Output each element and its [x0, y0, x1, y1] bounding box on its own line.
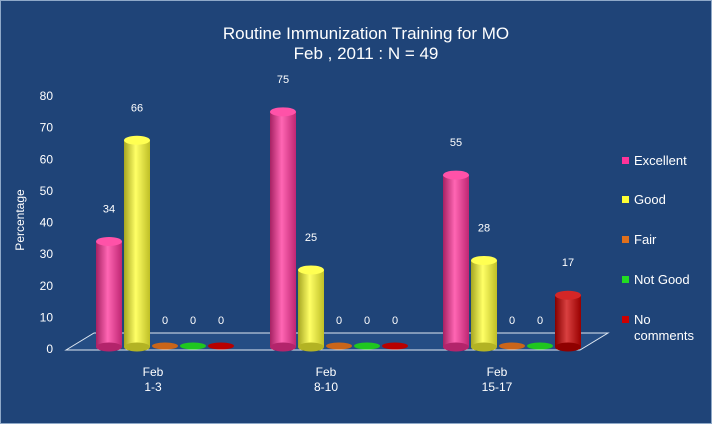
data-label: 34	[103, 203, 115, 215]
data-label: 0	[218, 315, 224, 327]
bar-good-2-base	[298, 342, 324, 352]
y-tick-label: 70	[40, 121, 54, 135]
bar-excellent-3	[443, 175, 469, 347]
bar-good-1	[124, 140, 150, 347]
legend-swatch	[622, 196, 629, 203]
bar-good-2-top	[298, 265, 324, 275]
bars: 34 75 55 66 25 28 0 0 0 0 0 0 0 0 17	[96, 74, 581, 352]
data-label: 28	[478, 222, 490, 234]
bar-excellent-2	[270, 111, 296, 347]
data-label: 0	[336, 315, 342, 327]
y-tick-label: 0	[46, 342, 53, 356]
y-tick-label: 40	[40, 216, 54, 230]
legend-label: Fair	[634, 232, 657, 247]
bar-no-comments-2	[382, 342, 408, 350]
bar-excellent-1-top	[96, 236, 122, 246]
data-label: 0	[162, 315, 168, 327]
bar-not-good-1	[180, 342, 206, 350]
bar-excellent-2-top	[270, 107, 296, 117]
x-tick-label: 8-10	[314, 380, 338, 394]
data-label: 66	[131, 102, 143, 114]
y-tick-label: 10	[40, 310, 54, 324]
x-tick-label: 15-17	[482, 380, 513, 394]
x-tick-label: Feb	[316, 365, 337, 379]
bar-fair-1	[152, 342, 178, 350]
chart-subtitle: Feb , 2011 : N = 49	[294, 44, 439, 63]
data-label: 25	[305, 232, 317, 244]
y-tick-label: 20	[40, 279, 54, 293]
data-label: 55	[450, 137, 462, 149]
x-tick-label: Feb	[487, 365, 508, 379]
x-tick-label: Feb	[143, 365, 164, 379]
y-axis-label: Percentage	[13, 189, 27, 251]
legend-swatch	[622, 157, 629, 164]
legend-label: Not Good	[634, 272, 690, 287]
y-tick-label: 30	[40, 247, 54, 261]
bar-good-3-base	[471, 342, 497, 352]
data-label: 0	[537, 315, 543, 327]
bar-not-good-3	[527, 342, 553, 350]
bar-excellent-3-base	[443, 342, 469, 352]
data-label: 0	[190, 315, 196, 327]
bar-good-2	[298, 269, 324, 347]
bar-good-1-top	[124, 135, 150, 145]
bar-excellent-3-top	[443, 170, 469, 180]
data-label: 0	[364, 315, 370, 327]
legend-swatch	[622, 236, 629, 243]
data-label: 0	[392, 315, 398, 327]
legend-swatch	[622, 316, 629, 323]
bar-excellent-1-base	[96, 342, 122, 352]
bar-fair-3	[499, 342, 525, 350]
bar-good-3	[471, 260, 497, 347]
y-axis-ticks: 0 10 20 30 40 50 60 70 80	[40, 89, 54, 356]
legend-label: comments	[634, 328, 694, 343]
chart-title: Routine Immunization Training for MO	[223, 24, 509, 43]
legend-label: Excellent	[634, 153, 687, 168]
data-label: 75	[277, 74, 289, 86]
legend-label: Good	[634, 192, 666, 207]
bar-no-comments-3-base	[555, 342, 581, 352]
bar-excellent-2-base	[270, 342, 296, 352]
bar-no-comments-1	[208, 342, 234, 350]
y-tick-label: 60	[40, 152, 54, 166]
bar-good-1-base	[124, 342, 150, 352]
data-label: 0	[509, 315, 515, 327]
legend-swatch	[622, 276, 629, 283]
y-tick-label: 50	[40, 184, 54, 198]
data-label: 17	[562, 257, 574, 269]
bar-fair-2	[326, 342, 352, 350]
bar-good-3-top	[471, 255, 497, 265]
x-tick-label: 1-3	[144, 380, 162, 394]
bar-not-good-2	[354, 342, 380, 350]
y-tick-label: 80	[40, 89, 54, 103]
bar-no-comments-3-top	[555, 290, 581, 300]
bar-no-comments-3	[555, 295, 581, 347]
bar-excellent-1	[96, 241, 122, 347]
legend-label: No	[634, 312, 651, 327]
